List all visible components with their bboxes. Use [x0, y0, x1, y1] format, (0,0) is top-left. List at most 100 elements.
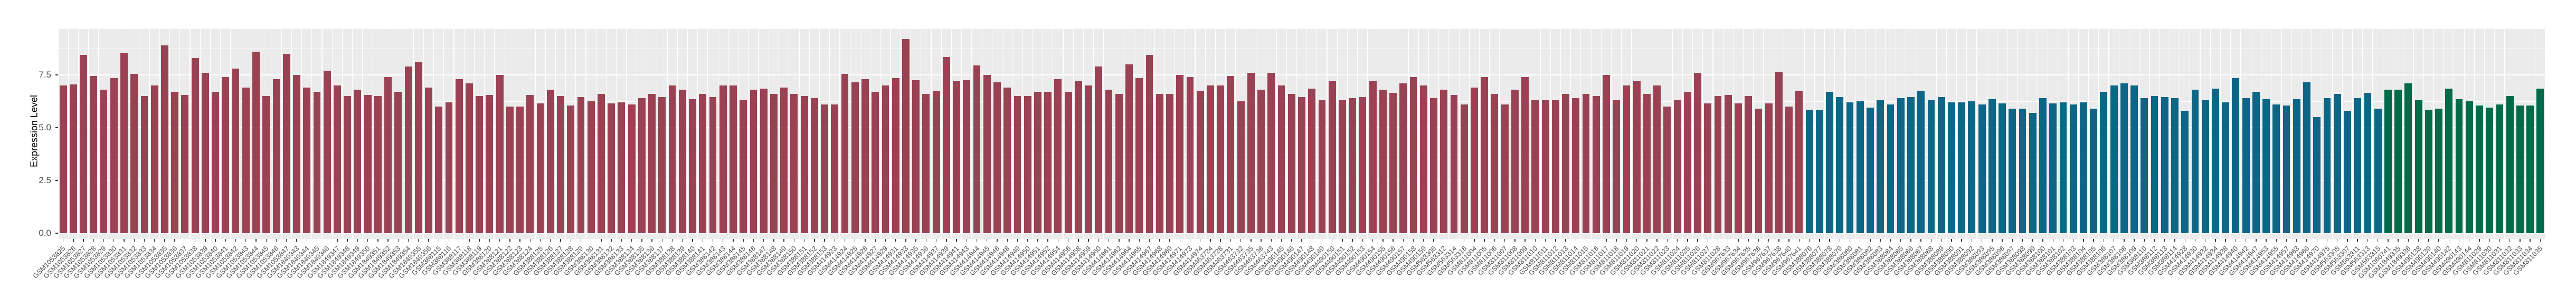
bar — [2536, 89, 2544, 233]
bar — [2059, 102, 2067, 233]
x-tick — [1788, 239, 1789, 242]
bar — [1958, 102, 1966, 233]
x-tick — [692, 239, 693, 242]
x-tick — [1535, 239, 1536, 242]
v-gridline — [1732, 29, 1734, 239]
bar — [1318, 100, 1326, 233]
x-tick — [134, 239, 135, 242]
bar — [942, 57, 950, 233]
v-gridline — [2484, 29, 2485, 239]
bar — [1988, 99, 1996, 233]
x-tick — [397, 239, 399, 242]
x-tick — [266, 239, 267, 242]
bar — [2171, 98, 2179, 233]
x-tick — [1037, 239, 1038, 242]
v-gridline — [1306, 29, 1308, 239]
v-gridline — [1215, 29, 1216, 239]
bar — [69, 84, 77, 233]
v-gridline — [311, 29, 312, 239]
bar — [1541, 100, 1549, 233]
bar — [2414, 100, 2422, 233]
bar — [2151, 96, 2158, 233]
bar — [2435, 109, 2442, 233]
bar — [709, 97, 717, 233]
v-gridline — [453, 29, 454, 239]
x-tick — [753, 239, 754, 242]
x-tick — [1910, 239, 1911, 242]
bar — [587, 101, 595, 233]
bar — [1683, 92, 1691, 233]
bar — [1257, 90, 1265, 233]
x-tick — [1017, 239, 1018, 242]
x-tick — [1940, 239, 1942, 242]
v-gridline — [1976, 29, 1977, 239]
bar — [1572, 98, 1580, 233]
bar — [892, 78, 899, 233]
bar — [303, 88, 311, 233]
bar — [2354, 98, 2362, 233]
bar — [2394, 90, 2402, 233]
v-gridline — [819, 29, 820, 239]
v-gridline — [2352, 29, 2353, 239]
bar — [1440, 90, 1448, 233]
v-gridline — [2240, 29, 2241, 239]
bar — [1714, 96, 1722, 233]
bar — [2161, 97, 2168, 233]
x-tick — [377, 239, 378, 242]
y-tick — [55, 74, 58, 75]
bar — [1277, 85, 1285, 233]
x-tick — [489, 239, 490, 242]
bar — [1450, 95, 1458, 233]
bar — [2364, 93, 2372, 233]
bar — [293, 75, 300, 233]
x-tick — [2032, 239, 2033, 242]
bar — [344, 96, 352, 233]
v-gridline — [748, 29, 749, 239]
bar — [1399, 83, 1407, 233]
v-gridline — [210, 29, 211, 239]
x-tick — [113, 239, 115, 242]
bar — [2120, 83, 2128, 233]
bar — [678, 90, 686, 233]
x-tick — [1494, 239, 1495, 242]
v-gridline — [1570, 29, 1571, 239]
v-gridline — [2494, 29, 2495, 239]
bar — [2384, 90, 2392, 233]
bar — [2516, 106, 2524, 233]
x-tick — [1656, 239, 1658, 242]
bar — [882, 85, 889, 233]
x-tick — [1808, 239, 1810, 242]
x-tick — [743, 239, 744, 242]
x-tick — [1098, 239, 1100, 242]
bar — [272, 79, 280, 233]
bar — [1308, 89, 1316, 233]
x-tick — [1666, 239, 1668, 242]
v-gridline — [433, 29, 434, 239]
x-tick — [2276, 239, 2277, 242]
v-gridline — [301, 29, 302, 239]
v-gridline — [179, 29, 181, 239]
x-tick — [875, 239, 876, 242]
bar — [1937, 97, 1945, 233]
bar — [486, 95, 494, 233]
bar — [150, 85, 158, 233]
bar — [1217, 85, 1225, 233]
bar — [770, 94, 778, 233]
bar — [1003, 88, 1011, 233]
bar — [800, 96, 808, 233]
bar — [2404, 83, 2412, 233]
v-gridline — [1459, 29, 1460, 239]
x-tick — [550, 239, 551, 242]
bar — [922, 94, 930, 233]
x-tick — [1545, 239, 1546, 242]
v-gridline — [890, 29, 891, 239]
bar — [333, 85, 341, 233]
bar — [2049, 103, 2057, 233]
v-gridline — [2372, 29, 2373, 239]
bar — [740, 100, 747, 233]
bar — [2476, 106, 2483, 233]
bar — [1643, 94, 1651, 233]
bar — [790, 94, 798, 233]
bar — [1521, 77, 1529, 233]
